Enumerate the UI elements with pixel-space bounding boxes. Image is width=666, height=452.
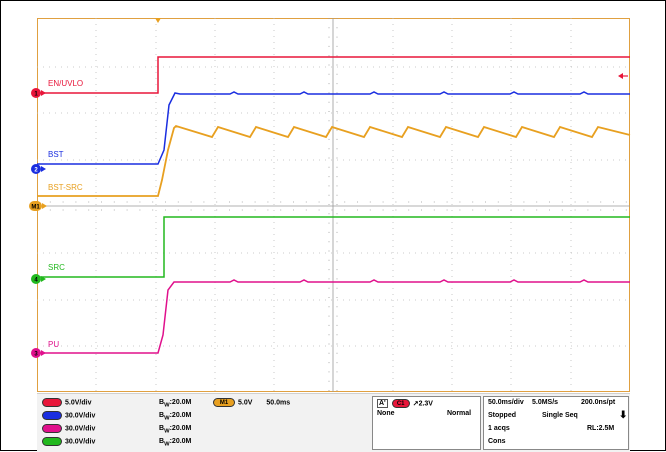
ch4-trace — [37, 216, 630, 278]
trigger-level: 2.3V — [418, 400, 433, 408]
ch2-trace-label: BST — [48, 150, 64, 159]
status-bar: 5.0V/div 30.0V/div 30.0V/div 30.0V/div B… — [37, 393, 630, 452]
ch3-trace-label: PU — [48, 340, 59, 349]
timebase: 50.0ms/div — [488, 399, 524, 406]
center-axes — [37, 18, 630, 392]
ch1-bandwidth: BW:20.0M — [159, 399, 192, 409]
ch4-trace-label: SRC — [48, 263, 65, 272]
acq-state: Stopped — [488, 412, 516, 419]
trigger-position-marker[interactable] — [155, 18, 161, 23]
ch1-readout[interactable]: 5.0V/div — [42, 398, 91, 407]
ch2-scale: 30.0V/div — [65, 412, 96, 420]
acquisition-panel[interactable]: 50.0ms/div 5.0MS/s 200.0ns/pt Stopped Si… — [483, 396, 629, 450]
ch4-ground-marker[interactable]: 4 — [31, 274, 46, 284]
trigger-coupling: None — [377, 410, 395, 417]
ch2-readout[interactable]: 30.0V/div — [42, 411, 95, 420]
axis-ticks — [37, 18, 630, 392]
trigger-readout: A' C1 ↗2.3V — [377, 399, 433, 409]
ch3-scale: 30.0V/div — [65, 425, 96, 433]
svg-text:1: 1 — [34, 92, 38, 98]
ch3-trace — [37, 279, 630, 354]
trigger-level-marker[interactable] — [618, 73, 628, 79]
trigger-mode: Normal — [447, 410, 472, 417]
ch4-bandwidth: BW:20.0M — [159, 438, 192, 448]
ch2-ground-marker[interactable]: 2 — [31, 164, 46, 174]
ch3-badge — [42, 424, 62, 433]
ch3-ground-marker[interactable]: 3 — [31, 348, 46, 358]
ch4-scale: 30.0V/div — [65, 438, 96, 446]
ch2-badge — [42, 411, 62, 420]
rising-edge-icon: ↗ — [412, 400, 419, 408]
math-trace — [37, 124, 631, 197]
trigger-label: A' — [377, 399, 388, 409]
math-trace-label: BST-SRC — [48, 183, 83, 192]
svg-text:3: 3 — [34, 352, 38, 358]
ch1-badge — [42, 398, 62, 407]
ch2-trace — [37, 91, 630, 165]
math-ground-marker[interactable]: M1 — [29, 201, 47, 211]
acq-sequence: Single Seq — [542, 412, 578, 419]
ch1-trace — [37, 56, 630, 94]
ch1-trace-label: EN/UVLO — [48, 79, 83, 88]
waveform-graticule — [37, 18, 630, 392]
ch3-bandwidth: BW:20.0M — [159, 425, 192, 435]
svg-text:2: 2 — [34, 168, 38, 174]
svg-text:4: 4 — [34, 278, 38, 284]
ch1-scale: 5.0V/div — [65, 399, 92, 407]
record-length: RL:2.5M — [587, 425, 615, 432]
sample-rate: 5.0MS/s — [532, 399, 559, 406]
acq-count: 1 acqs — [488, 425, 510, 432]
svg-text:M1: M1 — [31, 205, 40, 211]
trigger-panel[interactable]: A' C1 ↗2.3V None Normal — [372, 396, 481, 450]
ch4-readout[interactable]: 30.0V/div — [42, 437, 95, 446]
math-scale: 5.0V — [238, 399, 253, 407]
down-arrow-icon: ⬇ — [619, 410, 628, 421]
ch3-readout[interactable]: 30.0V/div — [42, 424, 95, 433]
resolution: 200.0ns/pt — [581, 399, 616, 406]
math-badge: M1 — [213, 398, 235, 407]
grid — [37, 18, 630, 392]
math-readout[interactable]: M1 5.0V 50.0ms — [213, 398, 290, 407]
ch2-bandwidth: BW:20.0M — [159, 412, 192, 422]
ch1-ground-marker[interactable]: 1 — [31, 88, 46, 98]
math-time: 50.0ms — [266, 399, 291, 407]
cons-label: Cons — [488, 438, 506, 445]
ch4-badge — [42, 437, 62, 446]
trigger-source-badge: C1 — [391, 399, 410, 408]
